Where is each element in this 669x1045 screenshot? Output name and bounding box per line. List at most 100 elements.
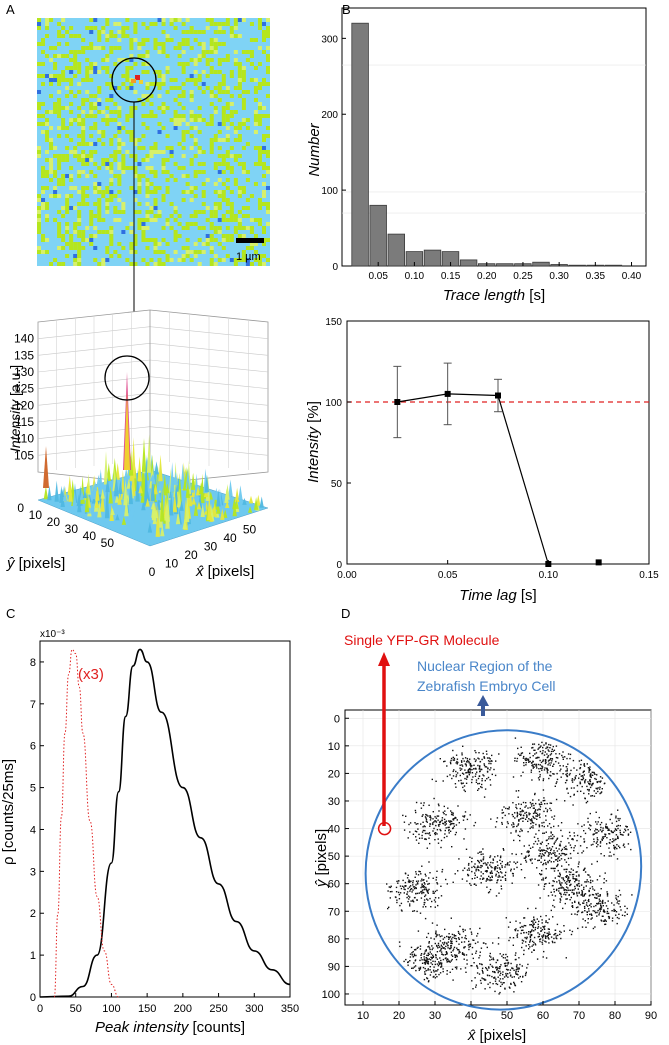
localization-point [541,766,544,768]
image-pixel [89,142,94,146]
image-pixel [233,22,238,26]
localization-point [514,984,517,987]
localization-point [583,902,585,904]
localization-point [490,871,492,874]
image-pixel [153,146,158,150]
localization-point [586,847,588,849]
surface-spike [95,482,100,501]
image-pixel [245,118,250,122]
image-pixel [145,214,150,218]
localization-point [497,876,499,878]
image-pixel [229,30,234,34]
localization-point [494,990,496,993]
localization-point [428,941,430,943]
image-pixel [65,158,70,162]
localization-point [537,859,539,862]
localization-point [529,760,531,763]
image-pixel [109,182,114,186]
localization-point [436,934,438,937]
image-pixel [161,194,166,198]
image-pixel [97,182,102,186]
localization-point [604,872,606,874]
surface-spike [200,473,205,504]
image-pixel [229,26,234,30]
image-pixel [265,26,270,30]
localization-point [545,815,547,817]
localization-point [444,824,446,826]
localization-point [595,778,597,781]
localization-point [424,960,426,962]
image-pixel [141,146,146,150]
localization-point [431,778,433,781]
image-pixel [201,190,206,194]
localization-point [593,905,595,908]
localization-point [478,866,480,868]
localization-point [443,805,445,808]
image-pixel [213,254,218,258]
localization-point [622,844,625,847]
localization-point [527,963,529,966]
image-pixel [137,218,142,222]
localization-point [466,963,468,965]
localization-point [577,852,579,854]
localization-point [567,792,569,794]
localization-point [473,824,475,827]
localization-point [613,853,615,856]
image-pixel [101,118,106,122]
localization-point [583,792,585,795]
localization-point [592,843,594,846]
image-pixel [221,58,226,62]
surface-spike [175,510,181,525]
localization-point [505,807,507,810]
localization-point [588,790,590,792]
localization-point [552,765,554,767]
image-pixel [209,38,214,42]
localization-point [440,895,443,897]
image-pixel [37,150,42,154]
localization-point [540,843,542,845]
localization-point [441,942,444,944]
fluorescence-image: 1 µm [37,18,270,266]
image-pixel [193,70,198,74]
localization-point [544,940,546,942]
localization-point [541,935,543,937]
image-pixel [69,70,74,74]
localization-point [543,888,545,890]
image-pixel [137,190,142,194]
localization-point [441,817,444,819]
localization-point [448,826,450,828]
localization-point [556,781,558,783]
image-pixel [57,178,62,182]
image-pixel [233,226,238,230]
image-pixel [165,34,170,38]
image-pixel [241,146,246,150]
image-pixel [221,182,226,186]
image-pixel [265,202,270,206]
image-pixel [209,18,214,22]
localization-point [561,887,563,889]
image-pixel [173,206,178,210]
localization-point [491,958,493,961]
localization-point [425,961,427,964]
image-pixel [133,210,138,214]
localization-point [410,880,412,882]
image-pixel [69,110,74,114]
localization-point [418,967,420,969]
image-pixel [185,246,190,250]
localization-point [524,925,527,927]
localization-point [420,886,422,889]
localization-point [570,846,573,849]
localization-point [539,764,541,766]
localization-point [414,949,417,951]
localization-point [476,972,479,974]
localization-point [429,966,431,968]
localization-point [413,949,416,951]
image-pixel [161,78,166,82]
localization-point [521,939,524,941]
surface-spike [146,434,152,473]
localization-point [455,940,458,943]
image-pixel [113,110,118,114]
image-pixel [261,34,266,38]
image-pixel [169,146,174,150]
localization-point [461,754,463,756]
